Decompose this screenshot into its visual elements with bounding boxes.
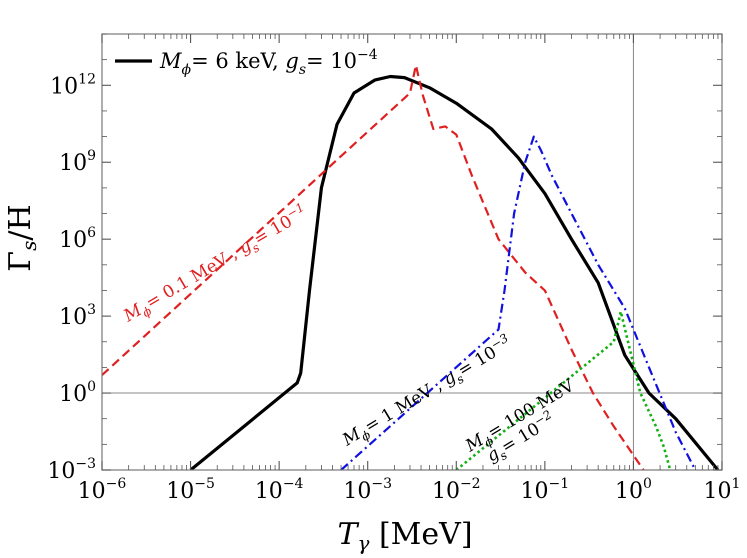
x-tick-label: 10−1	[521, 476, 570, 504]
y-tick-label: 10−3	[47, 456, 96, 484]
ticks: 10−6 10−5 10−4 10−3 10−2 10−1 100 101 10−3 100 103…	[47, 33, 741, 504]
legend-label: Mϕ= 6 keV, gs= 10−4	[159, 47, 378, 78]
annotations: Mϕ= 0.1 MeV , gs= 10−1Mϕ= 1 MeV , gs= 10…	[118, 200, 579, 466]
y-axis-label: Γs/H	[3, 204, 41, 271]
y-tick-label: 103	[59, 302, 96, 330]
x-tick-label: 100	[615, 476, 652, 504]
plot-border	[101, 33, 723, 471]
y-tick-label: 109	[59, 148, 96, 176]
y-tick-label: 100	[59, 379, 96, 407]
legend: Mϕ= 6 keV, gs= 10−4	[115, 47, 378, 78]
y-tick-label: 1012	[50, 71, 96, 99]
x-tick-label: 10−3	[343, 476, 392, 504]
series-group	[102, 64, 720, 470]
plot-frame	[101, 33, 723, 471]
y-tick-label: 106	[59, 225, 96, 253]
x-tick-label: 101	[704, 476, 741, 504]
x-tick-label: 10−2	[432, 476, 481, 504]
series-line-2	[102, 64, 645, 470]
reference-lines	[102, 34, 722, 470]
x-tick-label: 10−4	[255, 476, 304, 504]
x-tick-label: 10−6	[78, 476, 127, 504]
annotation-1: Mϕ= 0.1 MeV , gs= 10−1	[118, 200, 313, 329]
x-tick-label: 10−5	[166, 476, 215, 504]
series-line-1	[189, 74, 720, 470]
x-axis-label: Tγ [MeV]	[337, 517, 472, 555]
